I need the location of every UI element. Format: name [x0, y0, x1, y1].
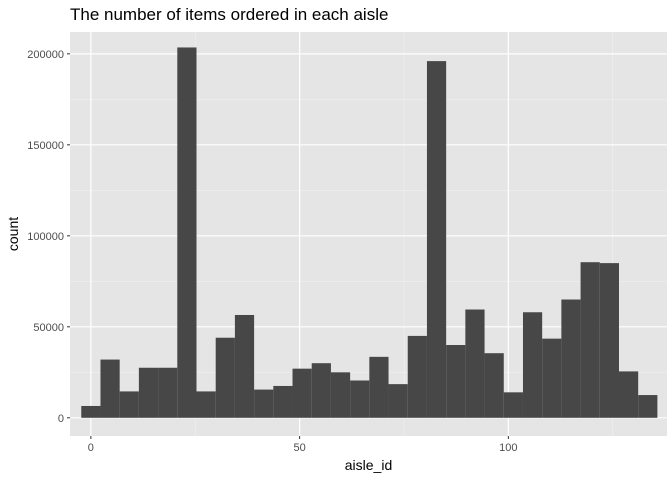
- histogram-bar: [81, 405, 101, 418]
- histogram-bar: [311, 363, 331, 418]
- y-axis-title: count: [5, 217, 21, 251]
- y-tick-label: 100000: [27, 231, 64, 243]
- x-tick-label: 50: [293, 442, 305, 454]
- x-axis: 0 50 100: [88, 436, 518, 454]
- histogram-bar: [119, 391, 139, 418]
- histogram-bar: [446, 345, 466, 418]
- histogram-bar: [484, 353, 504, 418]
- histogram-bar: [177, 47, 197, 418]
- y-tick-label: 150000: [27, 140, 64, 152]
- histogram-bar: [273, 385, 293, 418]
- histogram-bar: [350, 380, 370, 418]
- y-tick-label: 50000: [33, 322, 64, 334]
- histogram-bar: [638, 395, 658, 418]
- histogram-bar: [561, 299, 581, 418]
- histogram-bar: [618, 371, 639, 418]
- histogram-bar: [407, 335, 427, 418]
- histogram-bar: [542, 338, 562, 418]
- y-tick-label: 200000: [27, 49, 64, 61]
- histogram-bars: [81, 47, 658, 418]
- histogram-bar: [196, 391, 216, 418]
- histogram-bar: [426, 61, 447, 418]
- histogram-bar: [138, 367, 159, 418]
- y-axis: 0 50000 100000 150000 200000: [27, 49, 70, 425]
- y-tick-label: 0: [58, 413, 64, 425]
- histogram-bar: [599, 263, 619, 418]
- histogram-bar: [369, 356, 389, 418]
- x-axis-title: aisle_id: [345, 457, 392, 473]
- histogram-bar: [234, 314, 255, 418]
- histogram-bar: [330, 372, 351, 418]
- histogram-bar: [465, 309, 485, 418]
- histogram-bar: [522, 312, 543, 418]
- histogram-bar: [158, 367, 178, 418]
- chart-title: The number of items ordered in each aisl…: [70, 5, 388, 24]
- histogram-bar: [100, 359, 120, 418]
- histogram-bar: [580, 262, 600, 418]
- histogram-bar: [254, 389, 274, 418]
- histogram-bar: [292, 368, 312, 418]
- histogram-bar: [388, 384, 408, 418]
- histogram-bar: [215, 337, 235, 418]
- x-tick-label: 100: [499, 442, 517, 454]
- histogram-bar: [503, 392, 523, 418]
- x-tick-label: 0: [88, 442, 94, 454]
